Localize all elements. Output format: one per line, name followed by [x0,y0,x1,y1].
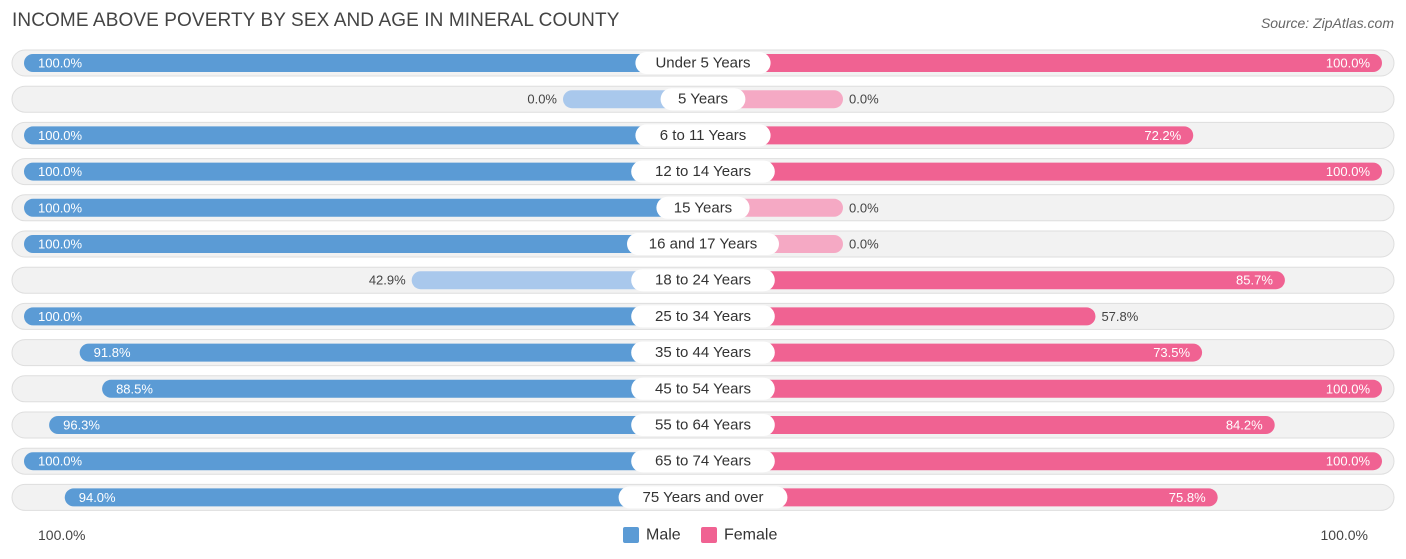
chart-title: INCOME ABOVE POVERTY BY SEX AND AGE IN M… [12,10,620,31]
category-label: 6 to 11 Years [660,127,746,144]
female-value-label: 75.8% [1169,490,1206,505]
female-bar [703,307,1096,326]
category-label-bg [631,414,775,436]
female-bar [703,271,1285,290]
category-label: 45 to 54 Years [655,380,751,397]
female-bar [703,452,1382,471]
category-label-bg [660,88,746,111]
legend-female-label: Female [724,527,777,544]
male-value-label: 100.0% [38,237,83,252]
male-bar [24,162,703,181]
category-label-bg [631,305,775,328]
category-label-bg [618,486,788,509]
female-bar [703,379,1382,398]
male-value-label: 94.0% [79,490,116,505]
category-label: Under 5 Years [655,55,750,72]
category-label: 16 and 17 Years [649,236,757,253]
male-bar [102,379,703,398]
male-value-label: 96.3% [63,418,100,433]
male-value-label: 100.0% [38,309,83,324]
male-bar [24,54,703,72]
category-label-bg [631,160,775,183]
category-label: 5 Years [678,91,728,108]
category-label-bg [631,450,775,473]
category-label-bg [631,269,775,292]
source-label: Source: ZipAtlas.com [1260,15,1394,31]
male-bar [49,416,704,434]
category-label: 35 to 44 Years [655,344,751,361]
legend-female-swatch [701,527,717,543]
category-label-bg [635,52,771,74]
male-bar [79,343,704,362]
male-bar [24,126,703,145]
category-label: 12 to 14 Years [655,163,751,180]
category-label-bg [631,341,775,364]
female-value-label: 100.0% [1326,454,1371,469]
male-value-label: 100.0% [38,454,83,469]
male-value-label: 88.5% [116,381,153,396]
category-label: 15 Years [674,199,732,216]
female-bar [703,416,1275,434]
female-value-label: 72.2% [1144,128,1181,143]
category-label: 75 Years and over [643,489,764,506]
category-label: 55 to 64 Years [655,417,751,434]
female-bar [703,126,1194,145]
axis-label-right: 100.0% [1321,527,1368,543]
category-label: 18 to 24 Years [655,272,751,289]
male-value-label: 100.0% [38,164,83,179]
female-bar [703,343,1203,362]
male-bar [24,452,703,471]
female-value-label: 0.0% [849,237,879,252]
male-value-label: 100.0% [38,56,83,71]
female-value-label: 0.0% [849,92,879,107]
female-value-label: 84.2% [1226,418,1263,433]
male-value-label: 42.9% [369,273,406,288]
female-value-label: 100.0% [1326,381,1371,396]
category-label-bg [656,196,750,219]
male-value-label: 0.0% [527,92,557,107]
category-label-bg [627,233,779,255]
male-bar [24,198,703,217]
male-value-label: 100.0% [38,200,83,215]
male-bar [24,235,703,253]
female-bar [703,54,1382,72]
axis-label-left: 100.0% [38,527,85,543]
male-bar [64,488,704,507]
category-label: 65 to 74 Years [655,453,751,470]
category-label-bg [635,124,771,147]
female-value-label: 57.8% [1101,309,1138,324]
female-bar [703,162,1382,181]
male-value-label: 91.8% [94,345,131,360]
female-value-label: 100.0% [1326,164,1371,179]
female-value-label: 73.5% [1153,345,1190,360]
female-bar [703,488,1218,507]
legend-male-label: Male [646,527,681,544]
female-value-label: 0.0% [849,200,879,215]
male-bar [24,307,703,326]
female-value-label: 100.0% [1326,56,1371,71]
male-bar [411,271,703,290]
female-value-label: 85.7% [1236,273,1273,288]
legend-male-swatch [623,527,639,543]
male-value-label: 100.0% [38,128,83,143]
category-label-bg [631,377,775,400]
category-label: 25 to 34 Years [655,308,751,325]
